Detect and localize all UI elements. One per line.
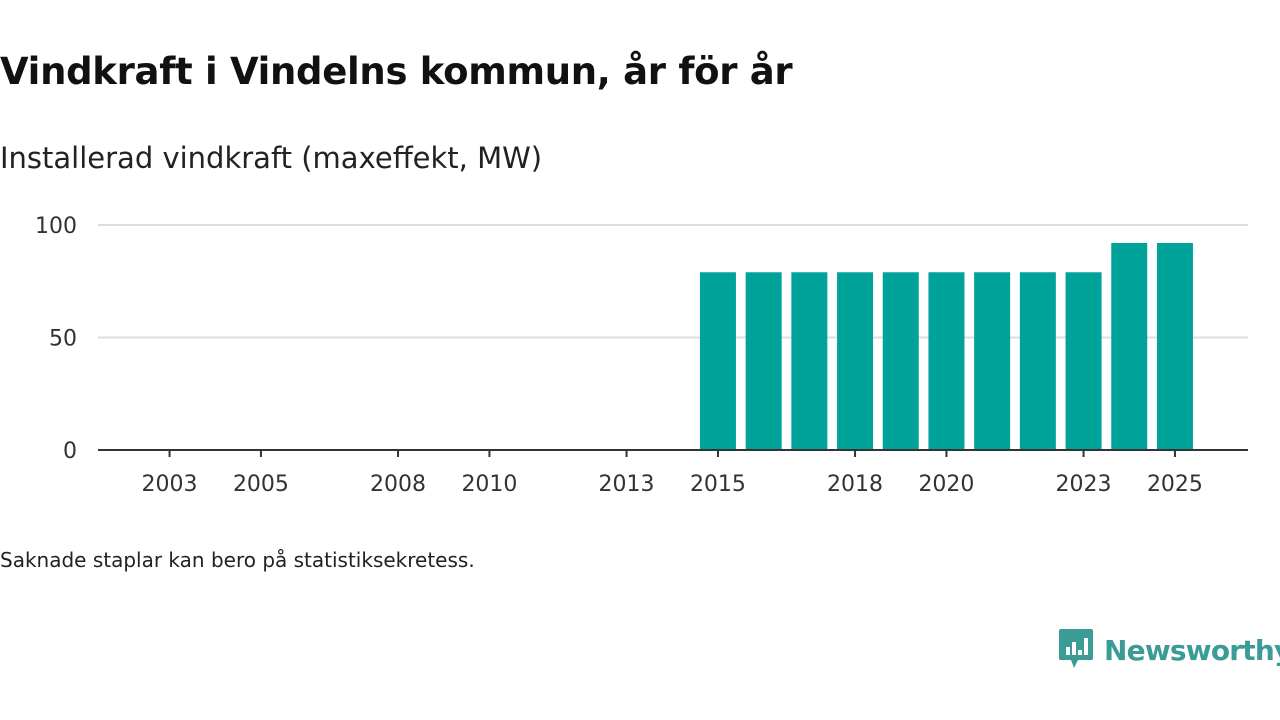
chart-title: Vindkraft i Vindelns kommun, år för år bbox=[0, 50, 793, 93]
bar-2025 bbox=[1156, 243, 1193, 450]
newsworthy-chart-bubble-icon bbox=[1059, 629, 1093, 668]
x-tick-label: 2025 bbox=[1147, 472, 1203, 497]
gridlines bbox=[98, 224, 1248, 339]
x-tick-label: 2003 bbox=[142, 472, 198, 497]
x-axis-ticks: 2003 2005 2008 2010 2013 2015 2018 2020 2023 2025 bbox=[142, 450, 1203, 497]
footnote: Saknade staplar kan bero på statistiksek… bbox=[0, 548, 475, 572]
x-tick-label: 2018 bbox=[827, 472, 883, 497]
bar-2018 bbox=[837, 272, 874, 450]
x-tick-label: 2010 bbox=[461, 472, 517, 497]
chart-subtitle: Installerad vindkraft (maxeffekt, MW) bbox=[0, 141, 543, 175]
bar-2015 bbox=[699, 272, 736, 450]
y-tick-label: 0 bbox=[63, 439, 77, 464]
y-axis-ticks: 0 50 100 bbox=[35, 214, 77, 464]
bars bbox=[699, 243, 1193, 450]
bar-2023 bbox=[1065, 272, 1102, 450]
bar-2017 bbox=[791, 272, 828, 450]
x-tick-label: 2015 bbox=[690, 472, 746, 497]
bar-2024 bbox=[1111, 243, 1148, 450]
y-tick-label: 100 bbox=[35, 214, 77, 239]
bar-2022 bbox=[1019, 272, 1056, 450]
x-tick-label: 2013 bbox=[599, 472, 655, 497]
x-tick-label: 2023 bbox=[1056, 472, 1112, 497]
bar-2016 bbox=[745, 272, 782, 450]
y-tick-label: 50 bbox=[49, 327, 77, 352]
x-tick-label: 2005 bbox=[233, 472, 289, 497]
brand-logo: Newsworthy bbox=[1058, 628, 1280, 672]
brand-name: Newsworthy bbox=[1104, 633, 1280, 667]
bar-2019 bbox=[882, 272, 919, 450]
x-tick-label: 2020 bbox=[918, 472, 974, 497]
bar-2020 bbox=[928, 272, 965, 450]
x-tick-label: 2008 bbox=[370, 472, 426, 497]
bar-2021 bbox=[974, 272, 1011, 450]
